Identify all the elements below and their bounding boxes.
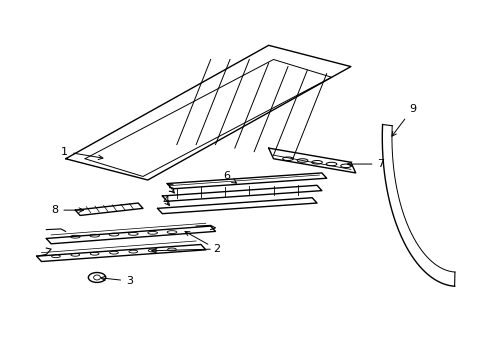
Text: 6: 6 (223, 171, 236, 183)
Text: 2: 2 (184, 231, 220, 254)
Text: 8: 8 (51, 205, 83, 215)
Text: 9: 9 (391, 104, 415, 136)
Text: 4: 4 (162, 196, 169, 206)
Text: 7: 7 (347, 159, 384, 169)
Text: 1: 1 (61, 147, 102, 159)
Text: 3: 3 (101, 276, 133, 286)
Text: 5: 5 (167, 184, 174, 194)
